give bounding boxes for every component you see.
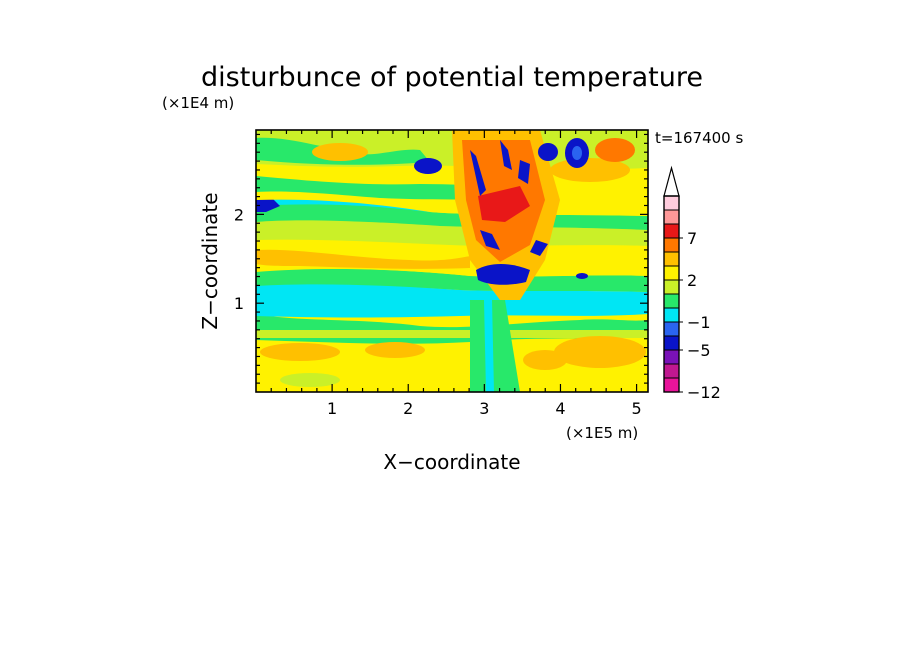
field-column (480, 230, 500, 250)
field-blob (595, 138, 635, 162)
colorbar-label: −12 (687, 383, 721, 402)
colorbar-segment (663, 265, 680, 281)
y-scale-label: (×1E4 m) (162, 94, 234, 112)
field-column (470, 150, 486, 196)
field-blob (260, 343, 340, 361)
field-band (256, 196, 430, 212)
field-column (500, 140, 512, 170)
colorbar-segment (663, 279, 680, 295)
field-column (484, 300, 494, 392)
colorbar-extend-arrow (663, 165, 680, 197)
colorbar-segment (663, 209, 680, 225)
field-column (518, 160, 530, 184)
colorbar-segment (663, 237, 680, 253)
field-column (530, 240, 548, 256)
colorbar-label: −5 (687, 341, 711, 360)
field-blob (523, 350, 567, 370)
field-blob (554, 336, 646, 368)
x-axis-label: X−coordinate (383, 450, 520, 474)
heatmap-field (256, 130, 648, 392)
field-column (470, 300, 520, 392)
field-column (478, 186, 530, 222)
colorbar-segment (663, 195, 680, 211)
colorbar-label: 2 (687, 271, 697, 290)
field-blob (576, 273, 588, 279)
colorbar-segment (663, 293, 680, 309)
colorbar-label: −1 (687, 313, 711, 332)
y-tick-label: 2 (234, 205, 244, 224)
field-column (476, 264, 530, 285)
field-blob (414, 158, 442, 174)
x-axis: 1 2 3 4 5 (270, 130, 642, 418)
field-blob (280, 373, 340, 387)
time-label: t=167400 s (655, 129, 743, 147)
x-tick-label: 3 (479, 399, 489, 418)
field-blob (538, 143, 558, 161)
colorbar-frame (663, 195, 680, 393)
colorbar-label: 7 (687, 229, 697, 248)
field-blob (572, 146, 582, 160)
field-band (256, 268, 648, 292)
field-blob (312, 143, 368, 161)
colorbar-segment (663, 363, 680, 379)
x-scale-label: (×1E5 m) (566, 424, 638, 442)
field-band (256, 249, 470, 269)
plot-frame (255, 129, 649, 393)
field-blob (365, 342, 425, 358)
x-tick-label: 1 (327, 399, 337, 418)
field-blob (256, 198, 280, 212)
field-band (256, 282, 648, 318)
colorbar: −12−5−127 (663, 165, 721, 402)
x-tick-label: 2 (403, 399, 413, 418)
colorbar-segment (663, 321, 680, 337)
chart-title: disturbunce of potential temperature (201, 62, 703, 93)
colorbar-segment (663, 251, 680, 267)
y-axis: 12 (234, 133, 648, 384)
y-tick-label: 1 (234, 294, 244, 313)
field-band (256, 330, 648, 338)
y-axis-label: Z−coordinate (198, 192, 222, 329)
colorbar-segment (663, 335, 680, 351)
x-tick-label: 4 (555, 399, 565, 418)
colorbar-segment (663, 223, 680, 239)
x-tick-label: 5 (631, 399, 641, 418)
colorbar-segment (663, 349, 680, 365)
colorbar-segment (663, 307, 680, 323)
colorbar-segment (663, 377, 680, 393)
